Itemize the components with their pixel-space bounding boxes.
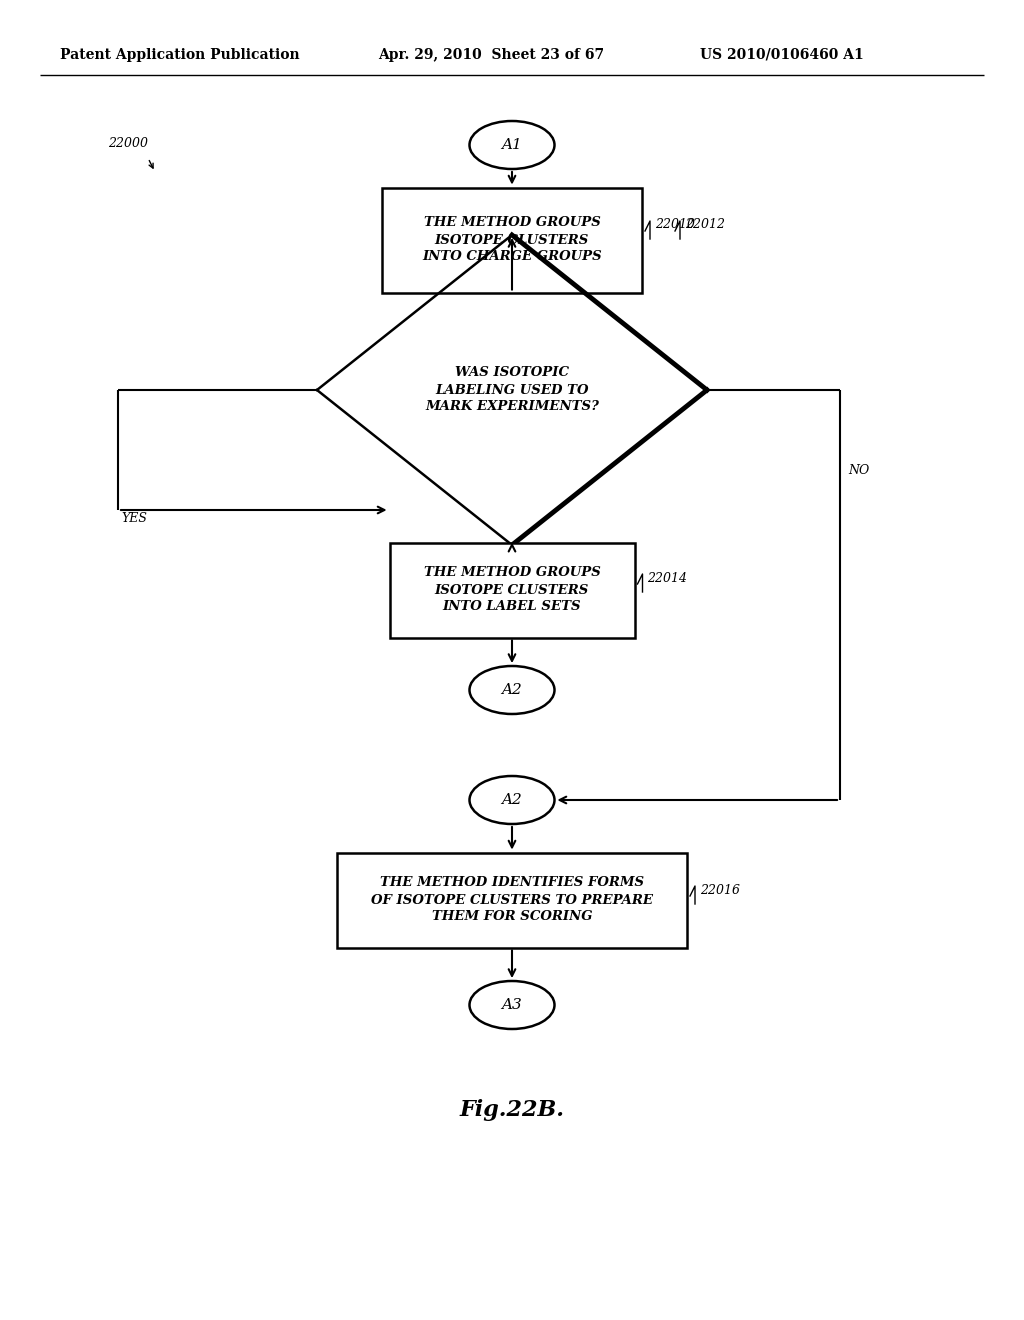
FancyBboxPatch shape <box>382 187 642 293</box>
Text: 22012: 22012 <box>685 219 725 231</box>
Text: 22014: 22014 <box>647 572 687 585</box>
Text: YES: YES <box>121 512 147 525</box>
Text: NO: NO <box>848 463 869 477</box>
Text: 22000: 22000 <box>108 137 148 150</box>
Text: A1: A1 <box>502 139 522 152</box>
Text: Fig.22B.: Fig.22B. <box>460 1100 564 1121</box>
Ellipse shape <box>469 981 555 1030</box>
Text: Patent Application Publication: Patent Application Publication <box>60 48 300 62</box>
Text: 22010: 22010 <box>655 219 695 231</box>
Text: US 2010/0106460 A1: US 2010/0106460 A1 <box>700 48 864 62</box>
Text: A3: A3 <box>502 998 522 1012</box>
Ellipse shape <box>469 667 555 714</box>
Text: THE METHOD GROUPS
ISOTOPE CLUSTERS
INTO CHARGE GROUPS: THE METHOD GROUPS ISOTOPE CLUSTERS INTO … <box>422 216 602 264</box>
Text: A2: A2 <box>502 793 522 807</box>
FancyBboxPatch shape <box>337 853 687 948</box>
Text: THE METHOD IDENTIFIES FORMS
OF ISOTOPE CLUSTERS TO PREPARE
THEM FOR SCORING: THE METHOD IDENTIFIES FORMS OF ISOTOPE C… <box>371 876 653 924</box>
FancyBboxPatch shape <box>389 543 635 638</box>
Text: THE METHOD GROUPS
ISOTOPE CLUSTERS
INTO LABEL SETS: THE METHOD GROUPS ISOTOPE CLUSTERS INTO … <box>424 566 600 614</box>
Ellipse shape <box>469 121 555 169</box>
Text: Apr. 29, 2010  Sheet 23 of 67: Apr. 29, 2010 Sheet 23 of 67 <box>378 48 604 62</box>
Text: A2: A2 <box>502 682 522 697</box>
Text: 22016: 22016 <box>700 883 740 896</box>
Ellipse shape <box>469 776 555 824</box>
Text: WAS ISOTOPIC
LABELING USED TO
MARK EXPERIMENTS?: WAS ISOTOPIC LABELING USED TO MARK EXPER… <box>425 367 599 413</box>
